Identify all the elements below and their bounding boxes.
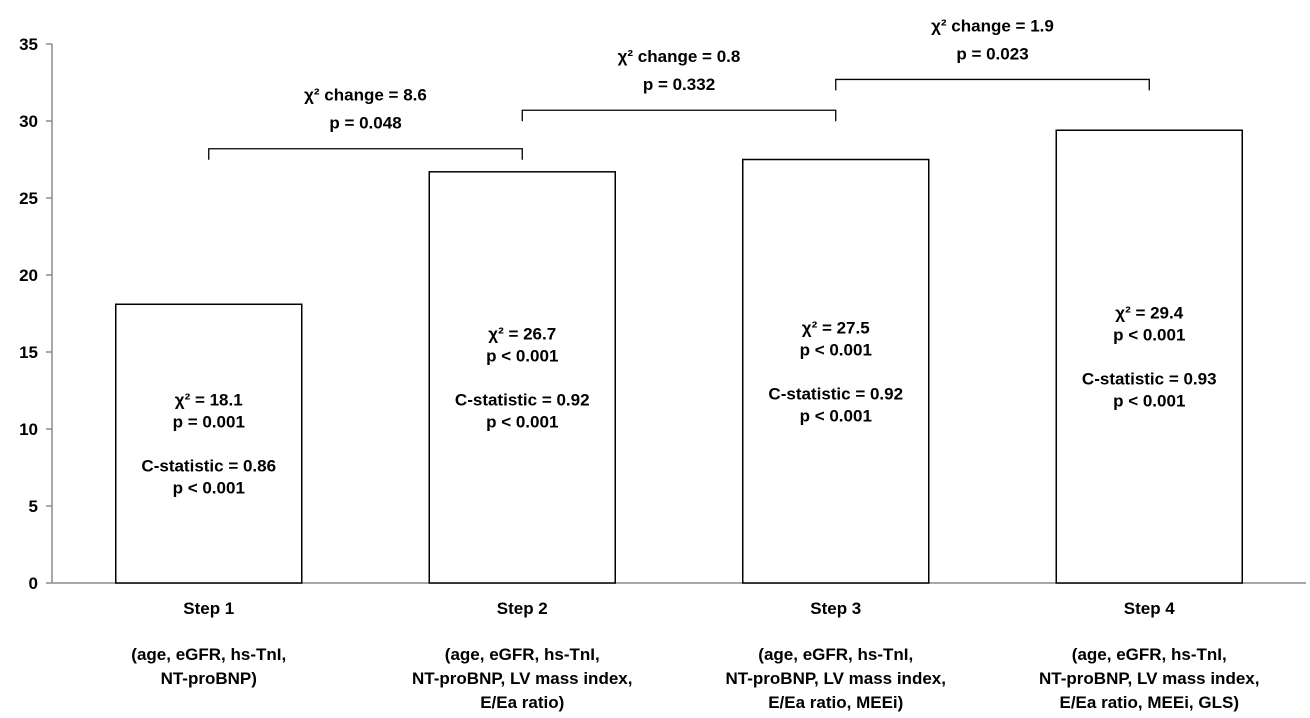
category-detail: (age, eGFR, hs-TnI, — [445, 645, 600, 664]
y-tick-label: 15 — [19, 343, 38, 362]
category-labels: Step 1 (age, eGFR, hs-TnI, NT-proBNP) Step … — [131, 599, 1259, 712]
bar-label: C-statistic = 0.86 — [141, 457, 276, 476]
comparison-label: p = 0.023 — [956, 44, 1028, 63]
comparison-bracket-3 — [835, 78, 1150, 91]
comparison-label: p = 0.048 — [329, 114, 401, 133]
y-tick-label: 10 — [19, 420, 38, 439]
y-tick-label: 0 — [29, 574, 38, 593]
bar-labels: χ² = 18.1 p = 0.001 C-statistic = 0.86 p < … — [141, 304, 1216, 498]
comparison-label: χ² change = 0.8 — [618, 47, 741, 66]
bar-label: C-statistic = 0.92 — [768, 384, 903, 403]
bar-label: p < 0.001 — [486, 412, 558, 431]
bar-label: χ² = 18.1 — [175, 391, 243, 410]
comparison-label: p = 0.332 — [643, 75, 715, 94]
bar-label: p < 0.001 — [1113, 326, 1185, 345]
category-detail: E/Ea ratio, MEEi) — [768, 693, 903, 712]
comparison-label: χ² change = 8.6 — [304, 86, 427, 105]
bar-label: p = 0.001 — [173, 413, 245, 432]
category-detail: (age, eGFR, hs-TnI, — [758, 645, 913, 664]
bar-2 — [428, 171, 616, 584]
bar-label: p < 0.001 — [800, 340, 872, 359]
category-detail: (age, eGFR, hs-TnI, — [131, 645, 286, 664]
y-tick-label: 30 — [19, 112, 38, 131]
bar-label: C-statistic = 0.92 — [455, 390, 590, 409]
bar-label: p < 0.001 — [486, 346, 558, 365]
bar-4 — [1055, 129, 1243, 584]
bar-label: χ² = 26.7 — [488, 324, 556, 343]
bar-label: χ² = 29.4 — [1115, 304, 1183, 323]
y-tick-label: 25 — [19, 189, 38, 208]
bar-label: χ² = 27.5 — [802, 318, 870, 337]
category-detail: E/Ea ratio) — [480, 693, 564, 712]
bar-label: p < 0.001 — [800, 406, 872, 425]
comparison-bracket-1 — [208, 148, 523, 160]
bar-3 — [742, 158, 930, 584]
category-detail: (age, eGFR, hs-TnI, — [1072, 645, 1227, 664]
bar-1 — [115, 303, 303, 584]
bar-label: C-statistic = 0.93 — [1082, 370, 1217, 389]
x-tick-label: Step 3 — [810, 599, 861, 618]
y-tick-label: 35 — [19, 35, 38, 54]
category-detail: NT-proBNP, LV mass index, — [726, 669, 946, 688]
category-detail: NT-proBNP) — [161, 669, 257, 688]
y-tick-label: 20 — [19, 266, 38, 285]
category-detail: E/Ea ratio, MEEi, GLS) — [1060, 693, 1239, 712]
x-tick-label: Step 1 — [183, 599, 234, 618]
bars — [115, 129, 1243, 584]
comparison-bracket-2 — [521, 109, 837, 122]
comparison-brackets: χ² change = 8.6 p = 0.048 χ² change = 0.8 p… — [208, 16, 1150, 160]
y-tick-label: 5 — [29, 497, 38, 516]
x-tick-label: Step 2 — [497, 599, 548, 618]
bar-label: p < 0.001 — [1113, 392, 1185, 411]
category-detail: NT-proBNP, LV mass index, — [412, 669, 632, 688]
comparison-label: χ² change = 1.9 — [931, 16, 1054, 35]
x-tick-label: Step 4 — [1124, 599, 1176, 618]
category-detail: NT-proBNP, LV mass index, — [1039, 669, 1259, 688]
bar-label: p < 0.001 — [173, 479, 245, 498]
